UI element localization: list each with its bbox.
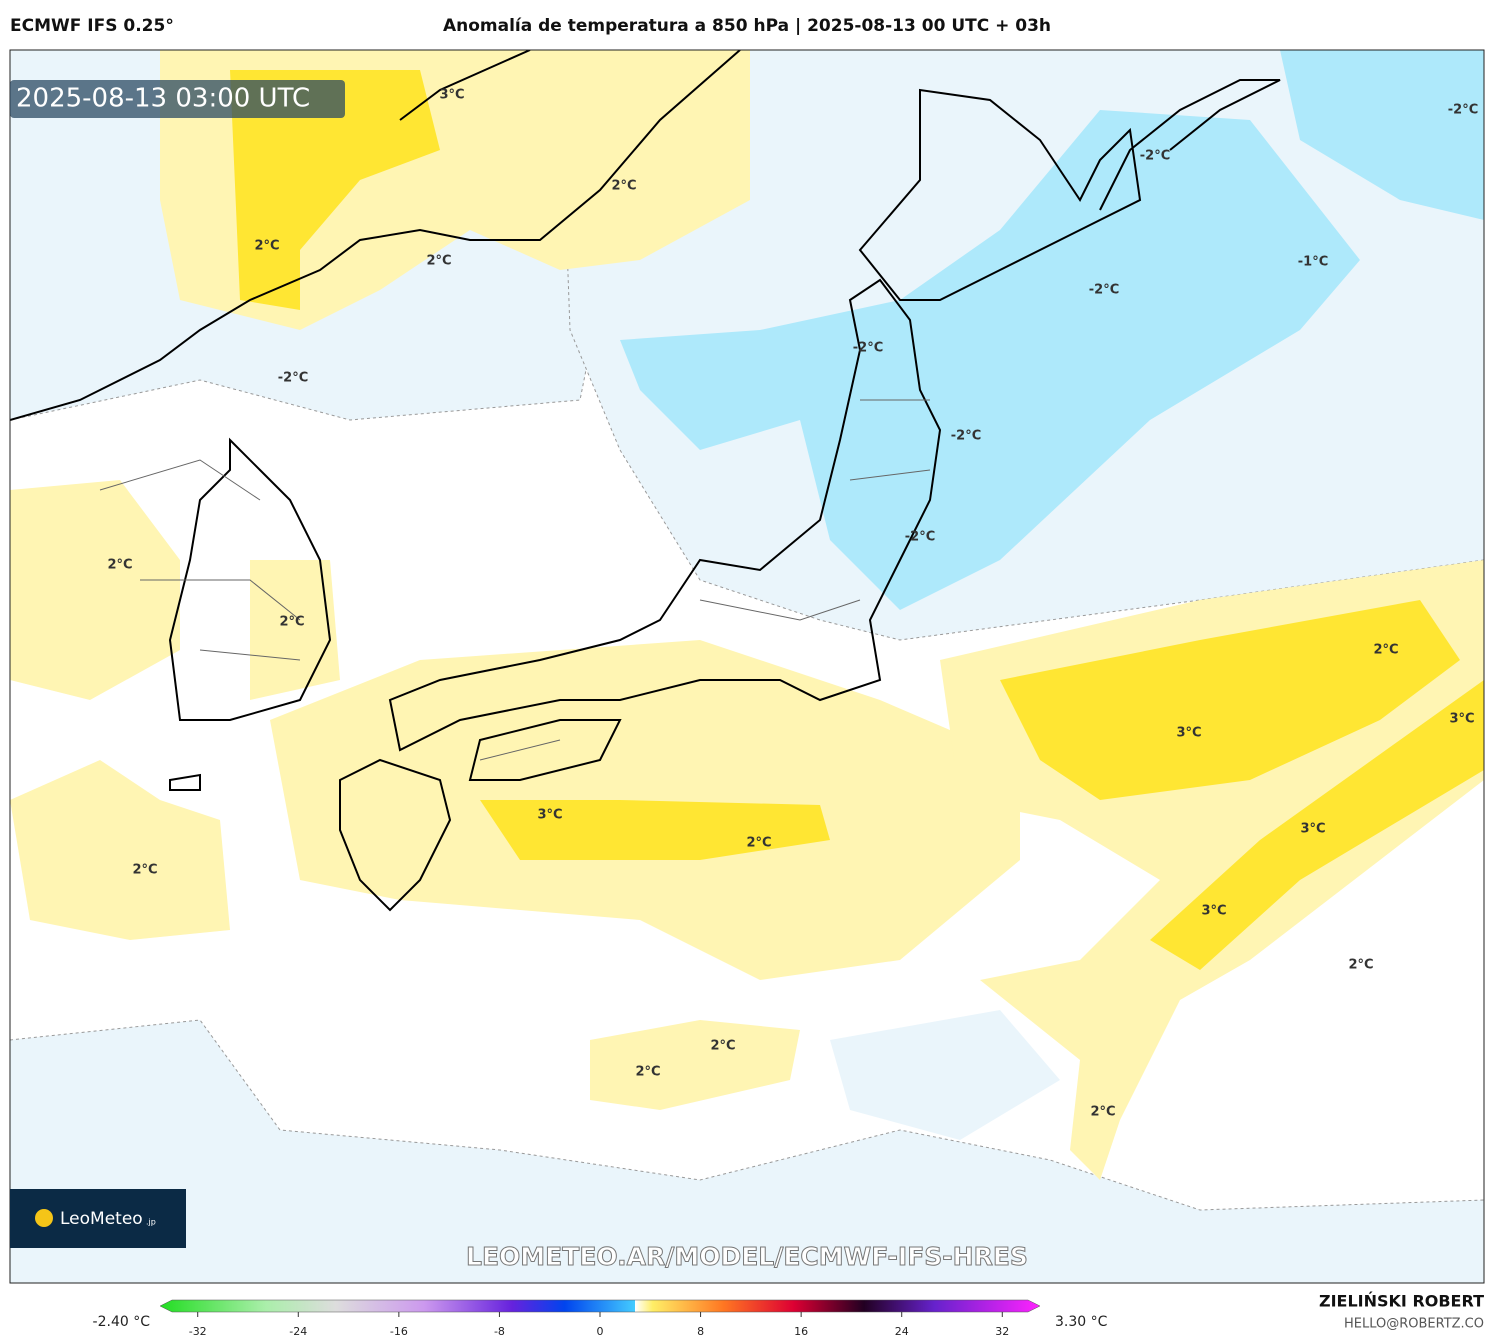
- contour-label: -2°C: [951, 429, 981, 444]
- contour-label: -2°C: [853, 341, 883, 356]
- contour-label: 2°C: [426, 254, 451, 269]
- watermark: LEOMETEO.AR/MODEL/ECMWF-IFS-HRES: [466, 1242, 1028, 1271]
- colorbar-tick-label: 0: [597, 1325, 604, 1338]
- colorbar-tick-label: 16: [794, 1325, 808, 1338]
- contour-label: 2°C: [710, 1039, 735, 1054]
- colorbar-min: -2.40 °C: [93, 1314, 151, 1330]
- contour-label: 2°C: [1373, 643, 1398, 658]
- contour-label: 3°C: [537, 808, 562, 823]
- map-title: Anomalía de temperatura a 850 hPa | 2025…: [443, 16, 1051, 36]
- timestamp-box: [10, 80, 345, 118]
- author: ZIELIŃSKI ROBERT: [1319, 1292, 1484, 1311]
- contour-label: -2°C: [1089, 283, 1119, 298]
- model-name: ECMWF IFS 0.25°: [10, 16, 174, 36]
- contour-labels: 3°C 2°C 2°C 2°C -2°C 2°C 2°C -2°C -1°C -2°C -2°C -2…: [107, 88, 1478, 1120]
- contour-label: -2°C: [1448, 103, 1478, 118]
- colorbar-ticks: -32 -24 -16 -8 0 8 16 24 32: [189, 1312, 1009, 1338]
- contour-label: 2°C: [132, 863, 157, 878]
- colorbar-tick-label: -32: [189, 1325, 207, 1338]
- contour-label: -2°C: [278, 371, 308, 386]
- contour-label: -2°C: [1140, 149, 1170, 164]
- colorbar-tick-label: 24: [895, 1325, 909, 1338]
- colorbar-tick-label: 8: [697, 1325, 704, 1338]
- colorbar: [159, 1299, 1041, 1313]
- contour-label: 2°C: [611, 179, 636, 194]
- contour-label: 2°C: [635, 1065, 660, 1080]
- contour-label: 2°C: [107, 558, 132, 573]
- logo-suffix: .jp: [146, 1218, 156, 1227]
- colorbar-tick-label: -8: [494, 1325, 505, 1338]
- colorbar-tick-label: -16: [390, 1325, 408, 1338]
- contour-label: 2°C: [746, 836, 771, 851]
- contour-label: 3°C: [439, 88, 464, 103]
- map: [10, 50, 1484, 1283]
- colorbar-max: 3.30 °C: [1055, 1314, 1108, 1330]
- contour-label: 2°C: [1090, 1105, 1115, 1120]
- contour-label: -1°C: [1298, 255, 1328, 270]
- map-frame: [9, 49, 1485, 1284]
- contour-label: 3°C: [1449, 712, 1474, 727]
- contour-label: 3°C: [1176, 726, 1201, 741]
- email: HELLO@ROBERTZ.CO: [1344, 1317, 1484, 1332]
- logo-name: LeoMeteo: [60, 1209, 143, 1229]
- contour-label: 2°C: [254, 239, 279, 254]
- colorbar-tick-label: -24: [289, 1325, 307, 1338]
- contour-label: 2°C: [279, 615, 304, 630]
- contour-label: 3°C: [1300, 822, 1325, 837]
- logo-sun: [35, 1209, 53, 1227]
- timestamp: 2025-08-13 03:00 UTC: [16, 84, 310, 114]
- contour-label: 3°C: [1201, 904, 1226, 919]
- contour-label: -2°C: [905, 530, 935, 545]
- contour-label: 2°C: [1348, 958, 1373, 973]
- colorbar-tick-label: 32: [995, 1325, 1009, 1338]
